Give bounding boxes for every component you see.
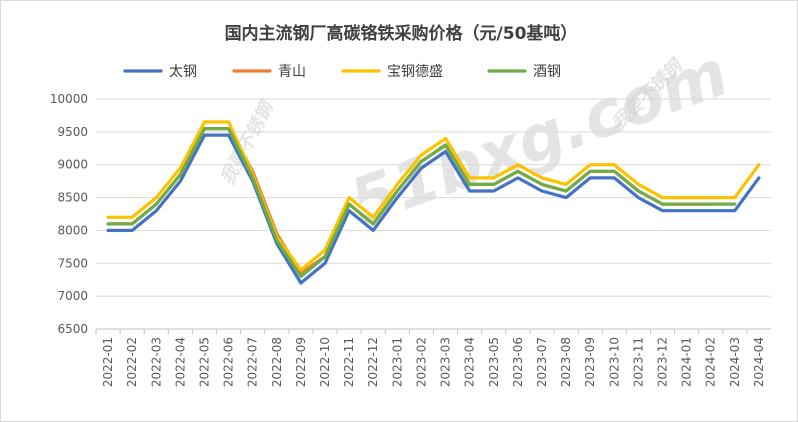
legend-label-2: 宝钢德盛 [387,64,443,80]
legend-label-1: 青山 [278,64,306,80]
x-tick-label: 2023-11 [631,337,645,387]
legend-label-3: 酒钢 [533,64,561,80]
y-tick-label: 7000 [57,289,88,303]
series-line-2 [106,120,761,272]
y-tick-label: 8000 [57,223,88,237]
x-tick-label: 2022-01 [101,337,115,387]
x-tick-label: 2024-04 [752,337,766,387]
x-tick-label: 2023-12 [656,337,670,387]
legend-label-0: 太钢 [169,64,197,80]
x-tick-label: 2022-05 [197,337,211,387]
y-tick-label: 6500 [57,322,88,336]
x-tick-label: 2022-09 [294,337,308,387]
x-tick-label: 2022-11 [342,337,356,387]
legend: 太钢 青山 宝钢德盛 酒钢 [123,64,561,80]
x-tick-label: 2023-03 [439,337,453,387]
x-tick-label: 2022-02 [125,337,139,387]
x-tick-label: 2023-10 [607,337,621,387]
x-axis: 2022-01 2022-02 2022-03 2022-04 2022-05 2022-… [95,328,771,387]
y-tick-label: 9000 [57,158,88,172]
x-tick-label: 2023-06 [511,337,525,387]
y-tick-label: 10000 [50,92,88,106]
x-tick-label: 2022-07 [246,337,260,387]
series-lines [106,120,761,285]
series-line-0 [106,133,761,285]
x-tick-label: 2022-12 [366,337,380,387]
x-tick-label: 2023-02 [414,337,428,387]
x-tick-label: 2022-03 [149,337,163,387]
x-tick-label: 2023-08 [559,337,573,387]
x-tick-label: 2022-08 [270,337,284,387]
x-tick-label: 2022-06 [222,337,236,387]
x-tick-label: 2023-01 [390,337,404,387]
x-tick-label: 2024-03 [728,337,742,387]
x-tick-label: 2022-04 [173,337,187,387]
x-tick-label: 2024-02 [704,337,718,387]
x-tick-label: 2023-09 [583,337,597,387]
x-tick-label: 2023-07 [535,337,549,387]
chart-title: 国内主流钢厂高碳铬铁采购价格（元/50基吨） [225,23,578,44]
y-axis: 6500 7000 7500 8000 8500 9000 9500 10000 [50,92,88,336]
y-tick-label: 9500 [57,125,88,139]
x-tick-label: 2022-10 [318,337,332,387]
series-line-3 [106,127,737,278]
y-tick-label: 8500 [57,191,88,205]
y-tick-label: 7500 [57,256,88,270]
x-tick-label: 2023-04 [463,337,477,387]
x-tick-label: 2024-01 [680,337,694,387]
x-tick-label: 2023-05 [487,337,501,387]
